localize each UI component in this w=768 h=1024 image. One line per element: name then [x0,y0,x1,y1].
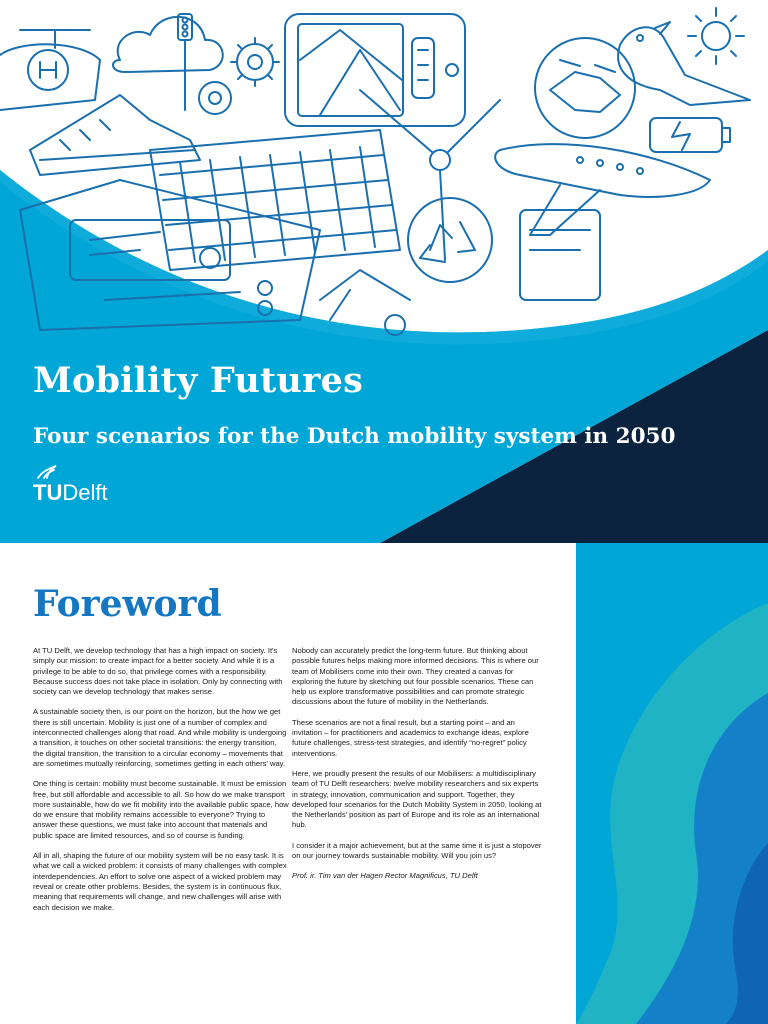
logo-tu: TU [33,480,63,505]
gears-icon [198,37,280,115]
cover-section: Mobility Futures Four scenarios for the … [0,7,768,543]
handshake-icon [534,37,636,139]
cover-title: Mobility Futures [33,360,364,401]
paragraph: I consider it a major achievement, but a… [292,840,542,861]
cover-illustration [0,7,768,543]
signature: Prof. ir. Tim van der Hagen Rector Magni… [292,871,478,881]
sun-icon [687,7,745,65]
logo-text: TUDelft [33,480,108,506]
bicycle-icon [319,209,601,336]
smartphone-map-icon [284,13,466,127]
battery-icon [649,117,731,153]
paragraph: Here, we proudly present the results of … [292,768,542,830]
paragraph: A sustainable society then, is our point… [33,707,287,768]
sneaker-icon [29,94,201,176]
paragraph: These scenarios are not a final result, … [292,717,529,758]
paragraph: At TU Delft, we develop technology that … [33,646,283,697]
cloud-icon [112,15,224,73]
laptop-icon [19,179,321,331]
tu-delft-flame-icon [37,465,57,479]
foreword-title: Foreword [33,583,222,625]
foreword-page: Foreword At TU Delft, we develop technol… [0,543,768,1024]
cover-subtitle: Four scenarios for the Dutch mobility sy… [33,424,676,449]
keyboard-icon [149,129,401,271]
foreword-column-right: Nobody can accurately predict the long-t… [292,646,544,892]
paragraph: Nobody can accurately predict the long-t… [292,646,539,707]
wind-turbine-icon [359,89,501,261]
recycle-icon [407,197,493,283]
paragraph: One thing is certain: mobility must beco… [33,779,289,840]
paragraph: All in all, shaping the future of our mo… [33,851,287,912]
bird-icon [617,21,751,106]
foreword-column-left: At TU Delft, we develop technology that … [33,646,289,923]
logo-delft: Delft [62,480,108,505]
airplane-icon [494,143,711,236]
helicopter-icon [0,29,101,111]
tu-delft-logo: TUDelft [33,466,173,506]
decorative-side-panel [576,543,768,1024]
traffic-light-icon [177,13,193,111]
